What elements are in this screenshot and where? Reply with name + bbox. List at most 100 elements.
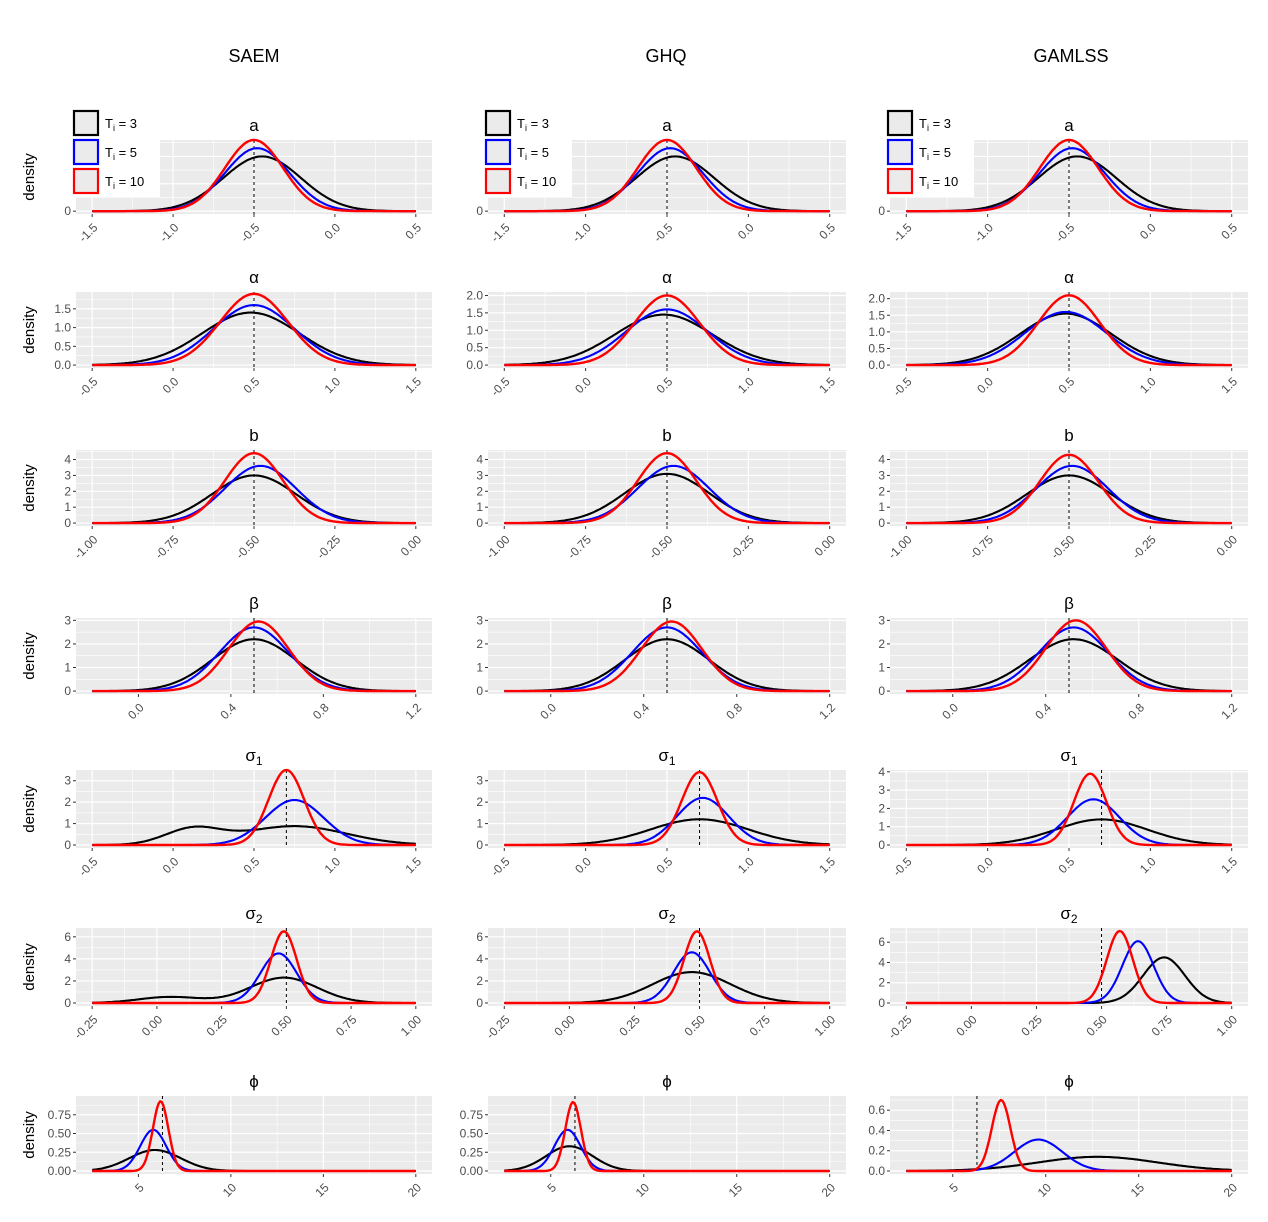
- y-axis-label: density: [21, 632, 38, 680]
- y-tick-label: 3: [476, 613, 483, 627]
- panel-gamlss-phi: ϕ 0.0 0.2 0.4 0.6 5 10 15 20: [868, 1072, 1248, 1200]
- panel-saem-b: b 0 1 2 34 -1.00 -0.75 -0.50 -0.25 0.00 density: [21, 426, 432, 562]
- density-curve-ti-3: [504, 638, 830, 693]
- panel-title: α: [249, 268, 259, 287]
- panel-title: β: [1064, 594, 1074, 613]
- x-tick-label: 0.4: [1032, 700, 1054, 722]
- y-tick-label: 0: [878, 684, 885, 698]
- panel-title: σ2: [245, 904, 263, 926]
- y-tick-label: 4: [476, 453, 483, 467]
- y-tick-label: 2: [878, 801, 885, 815]
- x-tick-label: -1.5: [76, 220, 101, 245]
- x-tick-label: 0.0: [572, 374, 594, 396]
- y-tick-label: 3: [878, 783, 885, 797]
- x-tick-label: 0.0: [939, 700, 961, 722]
- x-tick-label: -0.25: [71, 1012, 100, 1041]
- legend-label-ti-5: Ti = 5: [105, 145, 137, 162]
- legend-key-ti-10: [886, 167, 914, 195]
- y-tick-label: 0.5: [466, 341, 483, 355]
- density-curve-ti-10: [92, 292, 416, 367]
- x-tick-label: -0.5: [76, 374, 101, 399]
- density-curve-ti-10: [504, 294, 830, 367]
- x-tick-label: -0.75: [967, 532, 996, 561]
- y-tick-label: 1.0: [54, 321, 71, 335]
- density-curve-ti-10: [504, 1100, 830, 1173]
- x-tick-label: 0.75: [747, 1012, 774, 1039]
- y-tick-label: 6: [878, 935, 885, 949]
- x-tick-label: -1.0: [157, 220, 182, 245]
- x-tick-label: 0.0: [974, 374, 996, 396]
- y-tick-label: 1.5: [54, 302, 71, 316]
- density-curve-ti-10: [504, 620, 830, 693]
- panel-title: β: [249, 594, 259, 613]
- x-tick-label: -1.00: [71, 532, 100, 561]
- x-tick-label: 0.00: [1214, 532, 1241, 559]
- y-tick-label: 1.5: [868, 308, 885, 322]
- panel-gamlss-a: a 0 -1.5 -1.0 -0.5 0.0 0.5 Ti = 3 Ti = 5 Ti = 10: [878, 107, 1248, 245]
- panel-gamlss-beta: β 0 1 2 3 0.0 0.4 0.8 1.2: [878, 594, 1248, 722]
- y-tick-label: 0: [64, 838, 71, 852]
- panel-ghq-a: a 0 -1.5 -1.0 -0.5 0.0 0.5 Ti = 3 Ti = 5 Ti = 10: [476, 107, 846, 245]
- x-tick-label: 0.75: [1149, 1012, 1176, 1039]
- y-tick-label: 0: [878, 996, 885, 1010]
- panel-title: σ1: [658, 746, 676, 768]
- y-axis-label: density: [21, 943, 38, 991]
- x-tick-label: 1.0: [322, 854, 344, 876]
- y-tick-label: 0.00: [48, 1164, 72, 1178]
- x-tick-label: -1.5: [890, 220, 915, 245]
- y-tick-label: 0: [64, 996, 71, 1010]
- x-tick-label: -0.5: [890, 374, 915, 399]
- x-tick-label: 1.5: [1218, 374, 1240, 396]
- y-tick-label: 3: [878, 613, 885, 627]
- y-tick-label: 0.5: [868, 341, 885, 355]
- x-tick-label: 0.5: [241, 374, 263, 396]
- panel-background: [890, 1096, 1248, 1174]
- x-tick-label: 0.0: [160, 854, 182, 876]
- density-curve-ti-3: [92, 311, 416, 366]
- y-tick-label: 2: [476, 974, 483, 988]
- x-tick-label: -0.25: [483, 1012, 512, 1041]
- x-tick-label: -0.5: [238, 220, 263, 245]
- y-tick-label: 1.0: [466, 323, 483, 337]
- x-tick-label: 1.00: [1214, 1012, 1241, 1039]
- density-curve-ti-5: [504, 308, 830, 367]
- density-curve-ti-10: [92, 620, 416, 693]
- y-tick-label: 2: [64, 484, 71, 498]
- panel-gamlss-sigma1: σ1 0 1 2 3 4 -0.5 0.0 0.5 1.0 1.5: [878, 746, 1248, 879]
- x-tick-label: -0.25: [1129, 532, 1158, 561]
- x-tick-label: 0.5: [1056, 854, 1078, 876]
- x-tick-label: 0.0: [974, 854, 996, 876]
- y-tick-label: 1: [64, 500, 71, 514]
- density-curve-ti-3: [504, 313, 830, 366]
- x-tick-label: 1.5: [816, 854, 838, 876]
- column-title-ghq: GHQ: [645, 46, 686, 66]
- x-tick-label: -0.50: [1048, 532, 1077, 561]
- panel-saem-sigma1: σ1 0 1 2 3 -0.5 0.0 0.5 1.0 1.5 density: [21, 746, 432, 879]
- panel-title: a: [662, 116, 672, 135]
- y-tick-label: 0.75: [460, 1108, 484, 1122]
- density-curve-ti-10: [906, 772, 1232, 847]
- legend-label-ti-10: Ti = 10: [105, 174, 144, 191]
- y-tick-label: 2: [476, 637, 483, 651]
- y-tick-label: 3: [64, 774, 71, 788]
- x-tick-label: 10: [220, 1180, 240, 1200]
- y-tick-label: 3: [476, 774, 483, 788]
- y-tick-label: 0.50: [460, 1127, 484, 1141]
- x-tick-label: 1.5: [816, 374, 838, 396]
- density-curve-ti-10: [504, 770, 830, 847]
- x-tick-label: 0.00: [812, 532, 839, 559]
- y-tick-label: 1: [64, 661, 71, 675]
- y-tick-label: 1: [64, 817, 71, 831]
- x-tick-label: 0.4: [218, 700, 240, 722]
- legend-key-ti-5: [886, 138, 914, 166]
- y-tick-label: 2.0: [466, 288, 483, 302]
- x-tick-label: -0.25: [727, 532, 756, 561]
- x-tick-label: 0.5: [402, 220, 424, 242]
- y-tick-label: 1: [878, 500, 885, 514]
- y-tick-label: 2: [476, 795, 483, 809]
- density-curve-ti-3: [906, 312, 1232, 367]
- legend-key-ti-5: [484, 138, 512, 166]
- y-tick-label: 0.4: [868, 1123, 885, 1137]
- panel-ghq-b: b 0 1 2 34 -1.00 -0.75 -0.50 -0.25 0.00: [476, 426, 846, 562]
